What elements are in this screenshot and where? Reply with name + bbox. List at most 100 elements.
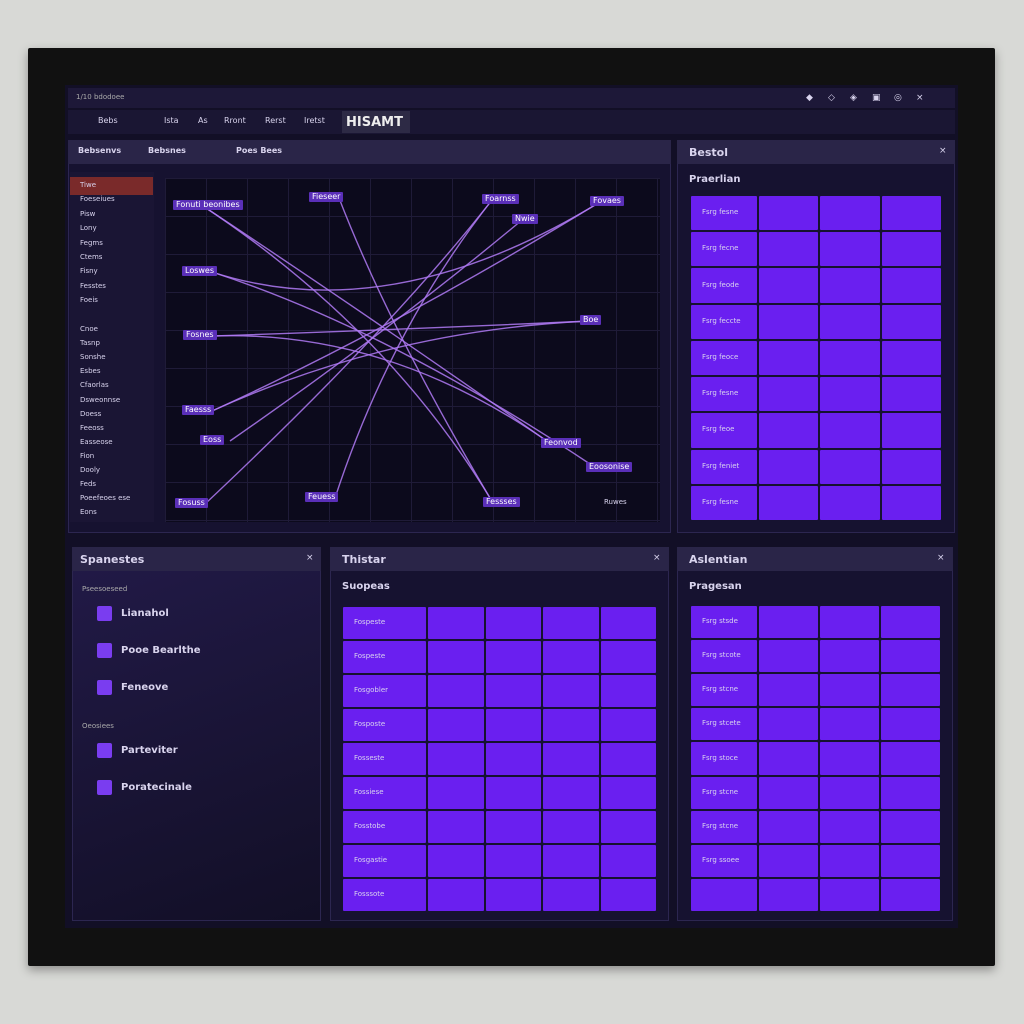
close-button[interactable]: × bbox=[653, 553, 661, 563]
sidebar-item[interactable]: Fion bbox=[80, 451, 95, 460]
graph-node[interactable]: Nwie bbox=[512, 214, 538, 224]
list-panel bbox=[72, 547, 321, 921]
graph-node[interactable]: Fovaes bbox=[590, 196, 624, 206]
sidebar-item[interactable]: Fegms bbox=[80, 238, 103, 247]
table-cell bbox=[820, 232, 880, 267]
window-icon[interactable]: ▣ bbox=[872, 93, 881, 103]
menu-item[interactable]: Rerst bbox=[265, 116, 286, 125]
table-cell bbox=[880, 708, 940, 741]
sidebar-item[interactable]: Easseose bbox=[80, 437, 113, 446]
menu-item[interactable]: Bebs bbox=[98, 116, 118, 125]
table-cell bbox=[343, 709, 427, 741]
graph-node[interactable]: Fieseer bbox=[309, 192, 344, 202]
table-cell bbox=[880, 844, 940, 877]
row-label: Fospeste bbox=[354, 618, 386, 626]
sidebar-item[interactable]: Feds bbox=[80, 480, 97, 489]
sidebar-item[interactable]: Eons bbox=[80, 508, 97, 517]
table-cell bbox=[759, 268, 819, 303]
tab[interactable]: Bebsenvs bbox=[78, 146, 122, 155]
sidebar-item[interactable]: Esbes bbox=[80, 367, 101, 376]
sidebar-item[interactable]: Pisw bbox=[80, 209, 96, 218]
legend: Ruwes bbox=[604, 498, 627, 506]
table-cell bbox=[880, 776, 940, 809]
table-cell bbox=[758, 742, 818, 775]
table-cell bbox=[600, 743, 656, 775]
row-label: Fsrg feccte bbox=[702, 316, 741, 325]
row-label: Fsrg stcete bbox=[702, 719, 741, 728]
table-cell bbox=[343, 641, 427, 673]
sidebar-item[interactable]: Tiwe bbox=[80, 181, 97, 189]
sidebar-item[interactable]: Cfaorlas bbox=[80, 381, 109, 390]
table-cell bbox=[759, 196, 819, 231]
table-cell bbox=[600, 607, 656, 639]
menu-item[interactable]: As bbox=[198, 116, 208, 125]
table-cell bbox=[485, 743, 542, 775]
graph-node[interactable]: Boe bbox=[580, 315, 602, 325]
table-cell bbox=[820, 196, 880, 231]
tab[interactable]: Poes Bees bbox=[236, 146, 283, 155]
window-icon[interactable]: × bbox=[916, 93, 924, 103]
table-cell bbox=[880, 878, 940, 911]
app-title: HISAMT bbox=[342, 111, 410, 133]
list-icon bbox=[97, 743, 112, 758]
sidebar-item[interactable]: Poeefeoes ese bbox=[80, 494, 131, 503]
list-item[interactable]: Poratecinale bbox=[121, 782, 192, 793]
graph-node[interactable]: Foarnss bbox=[482, 194, 519, 204]
window-icon[interactable]: ◈ bbox=[850, 93, 857, 103]
graph-node[interactable]: Feuess bbox=[305, 492, 339, 502]
menu-item[interactable]: Rront bbox=[224, 116, 246, 125]
sidebar-item[interactable]: Feeoss bbox=[80, 423, 104, 432]
sidebar-item[interactable]: Doess bbox=[80, 409, 102, 418]
sidebar-item[interactable]: Foeseiues bbox=[80, 195, 115, 204]
list-item[interactable]: Feneove bbox=[121, 682, 169, 693]
row-label: Fospeste bbox=[354, 652, 386, 660]
table-cell bbox=[428, 879, 484, 911]
panel-subtitle: Suopeas bbox=[342, 581, 390, 592]
sidebar-item[interactable]: Sonshe bbox=[80, 353, 106, 362]
panel-subtitle: Pragesan bbox=[689, 581, 742, 592]
graph-node[interactable]: Faesss bbox=[182, 405, 215, 415]
table-cell bbox=[543, 709, 599, 741]
graph-node[interactable]: Eoss bbox=[200, 435, 225, 445]
sidebar-item[interactable]: Cnoe bbox=[80, 325, 98, 333]
sidebar-item[interactable]: Dsweonnse bbox=[80, 395, 121, 404]
close-button[interactable]: × bbox=[306, 553, 314, 563]
table-cell bbox=[881, 196, 941, 231]
table-cell bbox=[428, 607, 484, 639]
close-button[interactable]: × bbox=[937, 553, 945, 563]
table-cell bbox=[691, 413, 758, 448]
table-cell bbox=[428, 709, 484, 741]
window-icon[interactable]: ◇ bbox=[828, 93, 835, 103]
table-cell bbox=[600, 811, 656, 843]
list-heading: Oeosiees bbox=[82, 722, 114, 730]
sidebar-item[interactable]: Foeis bbox=[80, 296, 98, 305]
table-cell bbox=[758, 878, 818, 911]
close-button[interactable]: × bbox=[939, 146, 947, 156]
menu-item[interactable]: Iretst bbox=[304, 116, 325, 125]
window-icon[interactable]: ◆ bbox=[806, 93, 813, 103]
sidebar-item[interactable]: Lony bbox=[80, 224, 97, 233]
graph-node[interactable]: Fosuss bbox=[175, 498, 208, 508]
table-cell bbox=[758, 606, 818, 639]
table-cell bbox=[881, 268, 941, 303]
tab[interactable]: Bebsnes bbox=[148, 146, 186, 155]
sidebar-item[interactable]: Ctems bbox=[80, 253, 103, 261]
sidebar-item[interactable]: Fesstes bbox=[80, 281, 106, 290]
graph-node[interactable]: Fonuti beonibes bbox=[173, 200, 243, 210]
panel-header bbox=[677, 547, 953, 571]
panel-title: Aslentian bbox=[689, 553, 748, 566]
sidebar-item[interactable]: Dooly bbox=[80, 466, 101, 474]
menu-item[interactable]: Ista bbox=[164, 116, 179, 125]
list-item[interactable]: Parteviter bbox=[121, 745, 178, 756]
list-item[interactable]: Pooe Bearlthe bbox=[121, 645, 201, 656]
graph-node[interactable]: Loswes bbox=[182, 266, 218, 276]
sidebar-item[interactable]: Tasnp bbox=[80, 339, 100, 348]
graph-node[interactable]: Fessses bbox=[483, 497, 520, 507]
sidebar-item[interactable]: Fisny bbox=[80, 267, 98, 276]
graph-node[interactable]: Eoosonise bbox=[586, 462, 633, 472]
list-item[interactable]: Lianahol bbox=[121, 608, 169, 619]
table-cell bbox=[819, 844, 879, 877]
graph-node[interactable]: Feonvod bbox=[541, 438, 581, 448]
graph-node[interactable]: Fosnes bbox=[183, 330, 217, 340]
window-icon[interactable]: ◎ bbox=[894, 93, 902, 103]
